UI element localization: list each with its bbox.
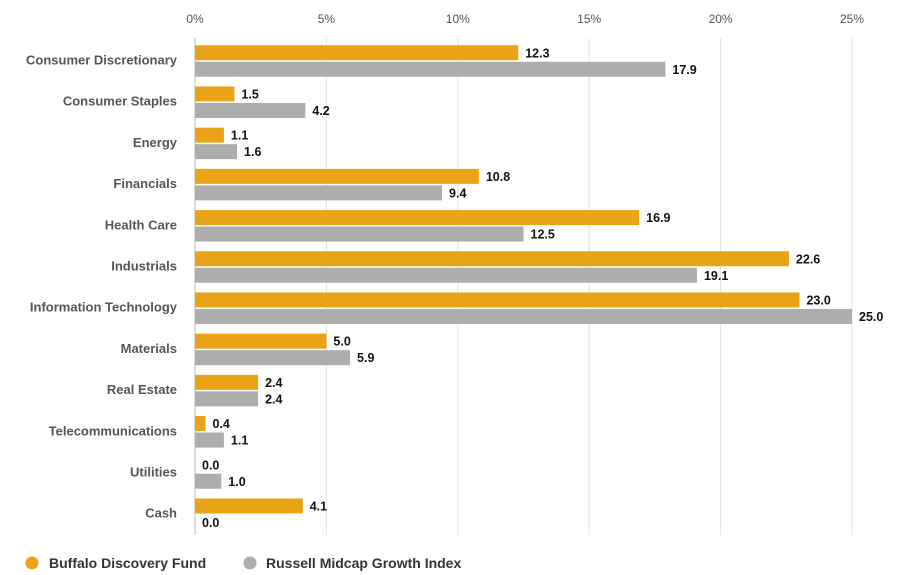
data-label: 4.1 [310,499,327,513]
x-tick-label: 0% [186,12,204,26]
legend-item-fund[interactable]: Buffalo Discovery Fund [25,555,207,571]
data-label: 5.9 [357,351,374,365]
bar-index[interactable] [195,473,222,489]
category-label: Information Technology [30,300,178,315]
data-label: 16.9 [646,211,670,225]
data-label: 5.0 [333,335,350,349]
category-label: Utilities [130,465,177,480]
data-label: 12.3 [525,46,549,60]
bar-fund[interactable] [195,127,224,143]
data-label: 10.8 [486,170,510,184]
data-label: 1.1 [231,434,248,448]
bar-fund[interactable] [195,210,640,226]
category-label: Materials [121,341,177,356]
category-label: Industrials [111,259,177,274]
data-label: 0.4 [213,417,230,431]
value-labels: 12.3 17.9 1.5 4.2 1.1 1.6 10.8 9.4 16.9 12.5 22.6 1… [202,46,883,530]
data-label: 17.9 [672,63,696,77]
legend-item-index[interactable]: Russell Midcap Growth Index [243,555,462,571]
category-label: Energy [133,135,178,150]
data-label: 19.1 [704,269,728,283]
category-label: Cash [145,506,177,521]
bar-fund[interactable] [195,86,235,102]
bar-index[interactable] [195,308,852,324]
bar-fund[interactable] [195,292,800,308]
legend: Buffalo Discovery Fund Russell Midcap Gr… [25,555,462,571]
data-label: 2.4 [265,376,282,390]
data-label: 1.1 [231,129,248,143]
data-label: 0.0 [202,458,219,472]
bar-fund[interactable] [195,168,479,184]
x-tick-label: 15% [577,12,601,26]
category-label: Health Care [105,217,177,232]
bar-fund[interactable] [195,333,327,349]
bar-index[interactable] [195,267,697,283]
category-label: Consumer Discretionary [26,53,178,68]
legend-label-fund: Buffalo Discovery Fund [49,555,206,571]
data-label: 9.4 [449,186,466,200]
legend-label-index: Russell Midcap Growth Index [266,555,461,571]
data-label: 4.2 [312,104,329,118]
bar-index[interactable] [195,226,524,242]
data-label: 12.5 [531,228,555,242]
legend-swatch-fund [25,556,39,570]
bar-index[interactable] [195,350,351,366]
bar-fund[interactable] [195,45,519,61]
data-label: 22.6 [796,252,820,266]
x-tick-label: 10% [446,12,470,26]
bar-fund[interactable] [195,374,259,390]
x-tick-label: 20% [709,12,733,26]
category-label: Consumer Staples [63,94,177,109]
category-label: Real Estate [107,382,177,397]
data-label: 25.0 [859,310,883,324]
x-axis-ticks: 0% 5% 10% 15% 20% 25% [186,12,864,26]
data-label: 2.4 [265,392,282,406]
bar-index[interactable] [195,185,443,201]
bars [195,45,852,514]
data-label: 1.0 [228,475,245,489]
category-labels: Consumer Discretionary Consumer Staples En… [26,53,178,521]
bar-fund[interactable] [195,251,789,267]
category-label: Financials [113,176,177,191]
bar-index[interactable] [195,144,238,160]
data-label: 1.5 [241,87,258,101]
data-label: 1.6 [244,145,261,159]
category-label: Telecommunications [49,423,177,438]
data-label: 0.0 [202,516,219,530]
bar-index[interactable] [195,391,259,407]
legend-swatch-index [243,556,257,570]
bar-index[interactable] [195,432,224,448]
gridlines [194,38,853,535]
bar-fund[interactable] [195,498,303,514]
bar-index[interactable] [195,102,306,118]
bar-fund[interactable] [195,416,206,432]
bar-index[interactable] [195,61,666,77]
x-tick-label: 5% [318,12,336,26]
x-tick-label: 25% [840,12,864,26]
data-label: 23.0 [806,293,830,307]
